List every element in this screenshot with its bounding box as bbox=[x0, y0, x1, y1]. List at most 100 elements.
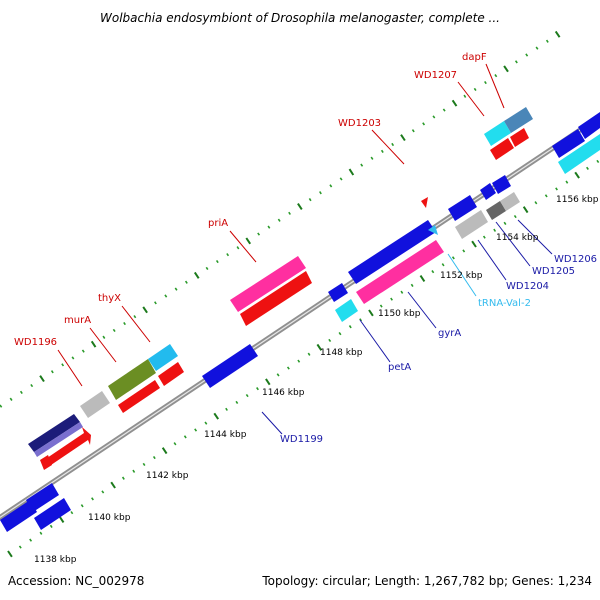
label-peta[interactable]: petA bbox=[388, 362, 411, 373]
minor-tick bbox=[286, 366, 290, 370]
minor-tick bbox=[152, 455, 156, 460]
minor-tick bbox=[277, 218, 281, 222]
gene-red-arrow-4[interactable] bbox=[490, 138, 514, 160]
minor-tick bbox=[308, 197, 312, 202]
gene-mura-box[interactable] bbox=[80, 391, 110, 418]
major-tick bbox=[419, 275, 426, 282]
gene-blue-right-1[interactable] bbox=[552, 129, 585, 158]
gene-blue-left-2[interactable] bbox=[26, 483, 59, 512]
minor-tick bbox=[236, 246, 240, 250]
label-gyra[interactable]: gyrA bbox=[438, 328, 461, 339]
gene-blue-mid-3[interactable] bbox=[492, 175, 511, 194]
label-mura[interactable]: murA bbox=[64, 315, 91, 326]
major-tick bbox=[265, 378, 271, 386]
major-tick bbox=[39, 375, 45, 383]
label-pria[interactable]: priA bbox=[208, 218, 228, 229]
leader-lines bbox=[57, 63, 553, 435]
major-tick bbox=[451, 99, 458, 107]
minor-tick bbox=[307, 352, 311, 356]
minor-tick bbox=[50, 370, 54, 374]
label-wd1207[interactable]: WD1207 bbox=[414, 70, 457, 81]
minor-tick bbox=[204, 421, 208, 425]
gene-red-arrow-3[interactable] bbox=[158, 362, 184, 386]
gene-wd1203-marker[interactable] bbox=[421, 197, 428, 208]
minor-tick bbox=[410, 283, 414, 288]
gene-wd1206-box[interactable] bbox=[500, 192, 520, 211]
minor-tick bbox=[194, 428, 198, 432]
label-wd1199[interactable]: WD1199 bbox=[280, 434, 323, 445]
label-wd1206[interactable]: WD1206 bbox=[554, 254, 597, 265]
minor-tick bbox=[503, 221, 507, 226]
minor-tick bbox=[164, 294, 168, 298]
major-tick bbox=[90, 340, 97, 348]
minor-tick bbox=[121, 476, 125, 480]
gene-cyan-right[interactable] bbox=[558, 134, 600, 174]
minor-tick bbox=[484, 80, 487, 85]
minor-tick bbox=[9, 397, 13, 401]
kbp-label-1150: 1150 kbp bbox=[378, 309, 421, 319]
label-trna-val-2[interactable]: tRNA-Val-2 bbox=[478, 298, 531, 309]
gene-red-arrow-5[interactable] bbox=[510, 128, 529, 147]
minor-tick bbox=[329, 184, 333, 188]
lower-tick-track bbox=[7, 159, 600, 558]
gene-wd1199-box[interactable] bbox=[202, 344, 258, 388]
gene-blue-mid-1[interactable] bbox=[448, 195, 477, 221]
gene-blue-mid-2[interactable] bbox=[480, 183, 496, 200]
major-tick bbox=[193, 271, 200, 279]
gene-wd1205-box[interactable] bbox=[486, 201, 506, 220]
gene-pria-box[interactable] bbox=[230, 256, 306, 312]
label-dapf[interactable]: dapF bbox=[462, 52, 487, 63]
label-wd1196[interactable]: WD1196 bbox=[14, 337, 57, 348]
gene-wd1207-box[interactable] bbox=[484, 121, 511, 146]
minor-tick bbox=[596, 159, 600, 164]
minor-tick bbox=[225, 407, 228, 411]
label-thyx[interactable]: thyX bbox=[98, 293, 121, 304]
label-wd1204[interactable]: WD1204 bbox=[506, 281, 549, 292]
gene-wd1196-box[interactable] bbox=[28, 414, 83, 457]
kbp-label-1152: 1152 kbp bbox=[440, 271, 483, 281]
label-wd1203[interactable]: WD1203 bbox=[338, 118, 381, 129]
gene-red-small-1[interactable] bbox=[40, 455, 52, 470]
minor-tick bbox=[133, 315, 137, 319]
gene-wd1204-box[interactable] bbox=[455, 210, 488, 239]
major-tick bbox=[161, 447, 168, 455]
minor-tick bbox=[379, 304, 383, 308]
gene-blue-left-3[interactable] bbox=[34, 498, 71, 530]
minor-tick bbox=[441, 263, 445, 267]
minor-tick bbox=[328, 338, 332, 343]
major-tick bbox=[348, 168, 355, 176]
gene-gyra-blue[interactable] bbox=[348, 220, 436, 284]
gene-blue-right-2[interactable] bbox=[578, 112, 600, 139]
minor-tick bbox=[29, 538, 33, 542]
gene-thyx-box[interactable] bbox=[108, 359, 156, 400]
minor-tick bbox=[494, 74, 498, 78]
gene-gyra-box[interactable] bbox=[356, 240, 444, 304]
major-tick bbox=[368, 309, 374, 317]
minor-tick bbox=[174, 287, 178, 291]
gene-red-arrow-2[interactable] bbox=[118, 380, 160, 413]
minor-tick bbox=[288, 211, 291, 215]
minor-tick bbox=[112, 328, 116, 333]
gene-petA-box[interactable] bbox=[335, 299, 358, 322]
gene-small-blue-1[interactable] bbox=[328, 283, 348, 302]
minor-tick bbox=[154, 301, 157, 305]
minor-tick bbox=[19, 390, 23, 395]
gene-blue-left-1[interactable] bbox=[0, 500, 37, 532]
gene-dapf-box[interactable] bbox=[504, 107, 533, 133]
major-tick bbox=[574, 171, 580, 179]
major-tick bbox=[522, 206, 529, 214]
minor-tick bbox=[422, 122, 426, 126]
minor-tick bbox=[400, 290, 404, 294]
major-tick bbox=[471, 240, 477, 248]
minor-tick bbox=[534, 201, 538, 205]
gene-trna-val-2-box[interactable] bbox=[428, 225, 438, 235]
major-tick bbox=[213, 412, 220, 420]
minor-tick bbox=[319, 191, 322, 195]
label-wd1205[interactable]: WD1205 bbox=[532, 266, 575, 277]
gene-thyx-cyan[interactable] bbox=[148, 344, 178, 371]
gene-red-arrow-1[interactable] bbox=[47, 427, 91, 465]
map-title: Wolbachia endosymbiont of Drosophila mel… bbox=[100, 11, 500, 25]
gene-pria-red[interactable] bbox=[240, 271, 312, 326]
major-tick bbox=[316, 343, 323, 351]
major-tick bbox=[110, 481, 116, 489]
